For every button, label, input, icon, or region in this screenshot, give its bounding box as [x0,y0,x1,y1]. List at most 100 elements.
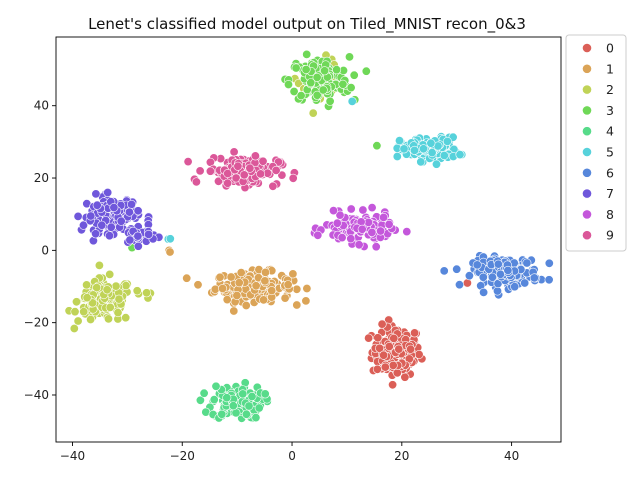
point-class-5 [347,96,357,106]
y-tick-label: 20 [34,171,49,185]
point-class-8 [367,227,377,237]
point-class-1 [165,247,175,257]
point-class-7 [92,200,102,210]
point-class-0 [373,333,383,343]
point-class-5 [392,152,402,162]
point-class-2 [105,269,115,279]
point-class-7 [97,220,107,230]
point-class-0 [410,328,420,338]
point-class-1 [234,278,244,288]
x-tick-label: 0 [288,449,296,463]
point-class-8 [358,205,368,215]
legend-label-3: 3 [606,103,614,118]
point-class-6 [452,264,462,274]
point-class-6 [439,266,449,276]
point-class-1 [260,267,270,277]
point-class-7 [105,231,115,241]
point-class-0 [372,364,382,374]
point-class-1 [302,283,312,293]
point-class-5 [426,138,436,148]
point-class-2 [73,316,83,326]
point-class-8 [384,219,394,229]
point-class-9 [229,147,239,157]
legend-label-1: 1 [606,61,614,76]
x-axis: −40 −20 0 20 40 [60,442,519,463]
point-class-6 [478,272,488,282]
point-class-5 [394,136,404,146]
point-class-4 [260,389,270,399]
point-class-3 [346,83,356,93]
point-class-1 [280,293,290,303]
point-class-2 [114,294,124,304]
point-class-7 [73,211,83,221]
point-class-9 [268,181,278,191]
point-class-8 [313,230,323,240]
point-class-3 [361,66,371,76]
point-class-6 [487,272,497,282]
y-tick-label: −40 [24,388,49,402]
point-class-0 [394,344,404,354]
point-class-2 [111,281,121,291]
legend-label-0: 0 [606,41,614,56]
point-class-5 [431,159,441,169]
point-class-4 [238,389,248,399]
y-tick-label: 40 [34,99,49,113]
point-class-0 [388,360,398,370]
point-class-1 [226,272,236,282]
point-class-0 [375,343,385,353]
point-class-8 [332,218,342,228]
point-class-7 [91,229,101,239]
point-class-0 [379,350,389,360]
legend-marker-4 [582,126,592,137]
point-class-7 [106,222,116,232]
point-class-1 [218,283,228,293]
point-class-2 [72,297,82,307]
point-class-7 [109,203,119,213]
point-class-5 [427,148,437,158]
legend-marker-9 [582,230,592,241]
point-class-4 [222,393,232,403]
point-class-7 [103,188,113,198]
plot-frame [55,36,562,443]
point-class-8 [354,240,364,250]
point-class-5 [165,234,175,244]
point-class-2 [113,308,123,318]
point-class-7 [124,207,134,217]
point-class-1 [301,296,311,306]
point-class-0 [414,349,424,359]
point-class-1 [292,300,302,310]
point-class-7 [91,189,101,199]
point-class-1 [232,290,242,300]
point-class-6 [544,258,554,268]
point-class-4 [211,381,221,391]
legend-label-9: 9 [606,228,614,243]
point-class-5 [455,150,465,160]
point-class-3 [372,141,382,151]
point-class-3 [344,52,354,62]
point-class-2 [82,280,92,290]
point-class-3 [306,78,316,88]
point-class-8 [357,224,367,234]
x-tick-label: 40 [504,449,519,463]
point-class-3 [289,87,299,97]
point-class-2 [82,293,92,303]
point-class-7 [127,199,137,209]
point-class-1 [260,276,270,286]
point-class-5 [442,136,452,146]
point-class-1 [292,284,302,294]
point-class-9 [214,176,224,186]
point-class-1 [267,286,277,296]
y-tick-label: −20 [24,316,49,330]
point-class-2 [104,314,114,324]
point-class-9 [277,170,287,180]
point-class-9 [223,169,233,179]
point-class-9 [271,165,281,175]
point-class-6 [544,275,554,285]
point-class-8 [335,210,345,220]
point-class-9 [223,178,233,188]
point-class-5 [439,151,449,161]
legend-label-2: 2 [606,82,614,97]
legend-frame [565,34,627,252]
point-class-1 [182,273,192,283]
